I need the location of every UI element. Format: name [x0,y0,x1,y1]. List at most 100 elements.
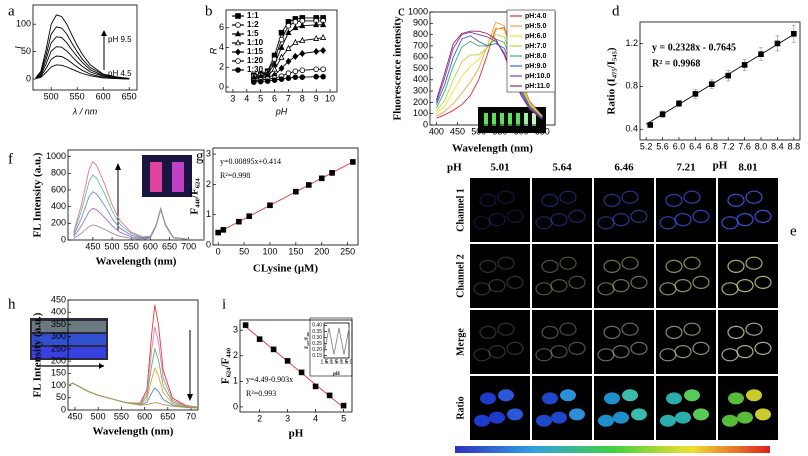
cell [479,325,497,339]
cell [550,279,568,293]
marker [326,392,333,399]
marker [313,47,320,56]
annotation: pH 4.5 [108,69,132,78]
cell [604,392,620,405]
cell [727,325,745,339]
x-tick-label: 5 [341,413,346,423]
y-tick-label: 200 [413,97,428,107]
cell [568,209,586,223]
x-axis-label: Wavelength (nm) [93,426,174,438]
cell [721,348,739,362]
marker [292,68,299,75]
cell [660,414,676,427]
x-axis-label: CLysine (μM) [253,263,319,275]
series-line [323,327,350,355]
cell [746,389,762,402]
micrograph [532,376,592,440]
y-tick-label: 200 [51,355,66,365]
y-tick-label: 0 [423,119,428,129]
marker [271,77,278,83]
marker [320,66,326,73]
cell [603,325,621,339]
row-label: Merge [455,328,466,356]
cell [598,414,614,427]
marker [236,218,242,225]
x-tick-label: 500 [91,411,106,421]
series-line [253,24,324,78]
y-axis-label: Ratio (I₄₇₅/I₅₄₅) [606,47,618,114]
y-tick-label: 200 [51,218,66,228]
y-tick-label: 350 [51,319,66,329]
panel-label: i [222,296,226,312]
marker [758,51,764,57]
y-tick-label: 800 [413,29,428,39]
x-tick-label: 150 [288,246,303,256]
panel-label: d [612,3,620,19]
cell [497,190,515,204]
cell [535,348,553,362]
panel-label: h [8,296,16,312]
inset-photo [142,155,192,197]
series-line [35,14,130,79]
x-axis-label: pH [289,428,304,440]
panel-label: c [398,3,405,19]
marker [285,75,292,81]
cell [621,190,639,204]
cell [559,190,577,204]
cell [473,216,491,230]
marker [292,19,299,25]
legend-label: pH:9.0 [525,63,547,70]
y-tick-label: 600 [413,52,428,62]
series-line [435,31,543,120]
x-tick-label: 500 [105,241,120,251]
x-tick-label: 5.0 [326,359,333,365]
y-tick-label: 1.2 [625,38,638,48]
x-axis-label: pH [713,160,728,172]
y-tick-label: 600 [51,184,66,194]
cell [684,389,700,402]
x-tick-label: 1.5 [321,359,328,365]
x-axis-label: pH [333,372,340,377]
legend-label: 1:1 [247,11,259,20]
series-line [73,208,205,241]
panel-label: f [8,151,13,167]
cell [569,408,585,421]
cell [692,341,710,355]
cell [754,341,772,355]
cell [693,408,709,421]
row-label: Channel 1 [455,188,466,232]
marker [215,229,221,236]
cell [745,190,763,204]
y-tick-label: 2 [206,179,211,189]
marker [292,38,299,45]
y-tick-label: 3 [206,148,211,158]
legend-box [506,9,556,93]
marker [235,48,241,56]
series-line [253,17,324,76]
y-tick-label: 0 [61,404,66,414]
cell [692,209,710,223]
y-tick-label: 0.15 [312,353,322,359]
marker [313,66,319,73]
annotation: R² = 0.9968 [652,58,700,69]
photo-row [32,334,106,345]
x-tick-label: 450 [450,126,465,136]
colorbar [455,446,770,453]
series-line [67,382,199,409]
marker [234,30,242,37]
cell [479,259,497,273]
legend-label: 1:2 [247,20,259,29]
cell [754,275,772,289]
cell [659,348,677,362]
y-tick-label: 50 [21,46,31,56]
cell [559,322,577,336]
legend-label: 1:30 [247,65,264,74]
cell [659,216,677,230]
annotation: R²=0.993 [246,389,276,398]
cell [683,256,701,270]
micrograph [470,244,530,308]
marker [257,78,264,85]
cell [535,282,553,296]
